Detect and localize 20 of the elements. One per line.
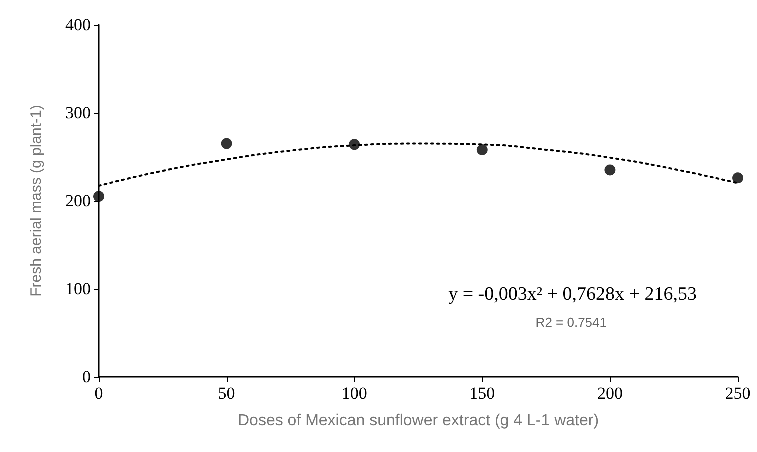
annotation: y = -0,003x² + 0,7628x + 216,53 (448, 284, 697, 305)
point (604, 164, 616, 176)
x-tick-label: 50 (218, 384, 236, 403)
point (476, 144, 488, 156)
x-tick-label: 0 (94, 384, 104, 403)
x-tick-label: 200 (597, 384, 623, 403)
y-tick-label: 100 (66, 280, 91, 298)
x-axis-title: Doses of Mexican sunflower extract (g 4 L-1 water) (238, 412, 600, 430)
point (221, 138, 232, 150)
y-tick-label: 0 (82, 368, 91, 386)
point (94, 191, 104, 202)
x-tick-label: 250 (725, 384, 751, 403)
y-tick-label: 200 (66, 192, 91, 210)
y-axis-title: Fresh aerial mass (g plant-1) (28, 105, 45, 297)
y-tick-label: 400 (66, 16, 91, 34)
point (732, 172, 744, 184)
x-tick-label: 100 (342, 384, 368, 403)
annotation: R2 = 0.7541 (536, 315, 608, 330)
y-tick-label: 300 (66, 104, 91, 122)
x-tick-label: 150 (470, 384, 496, 403)
